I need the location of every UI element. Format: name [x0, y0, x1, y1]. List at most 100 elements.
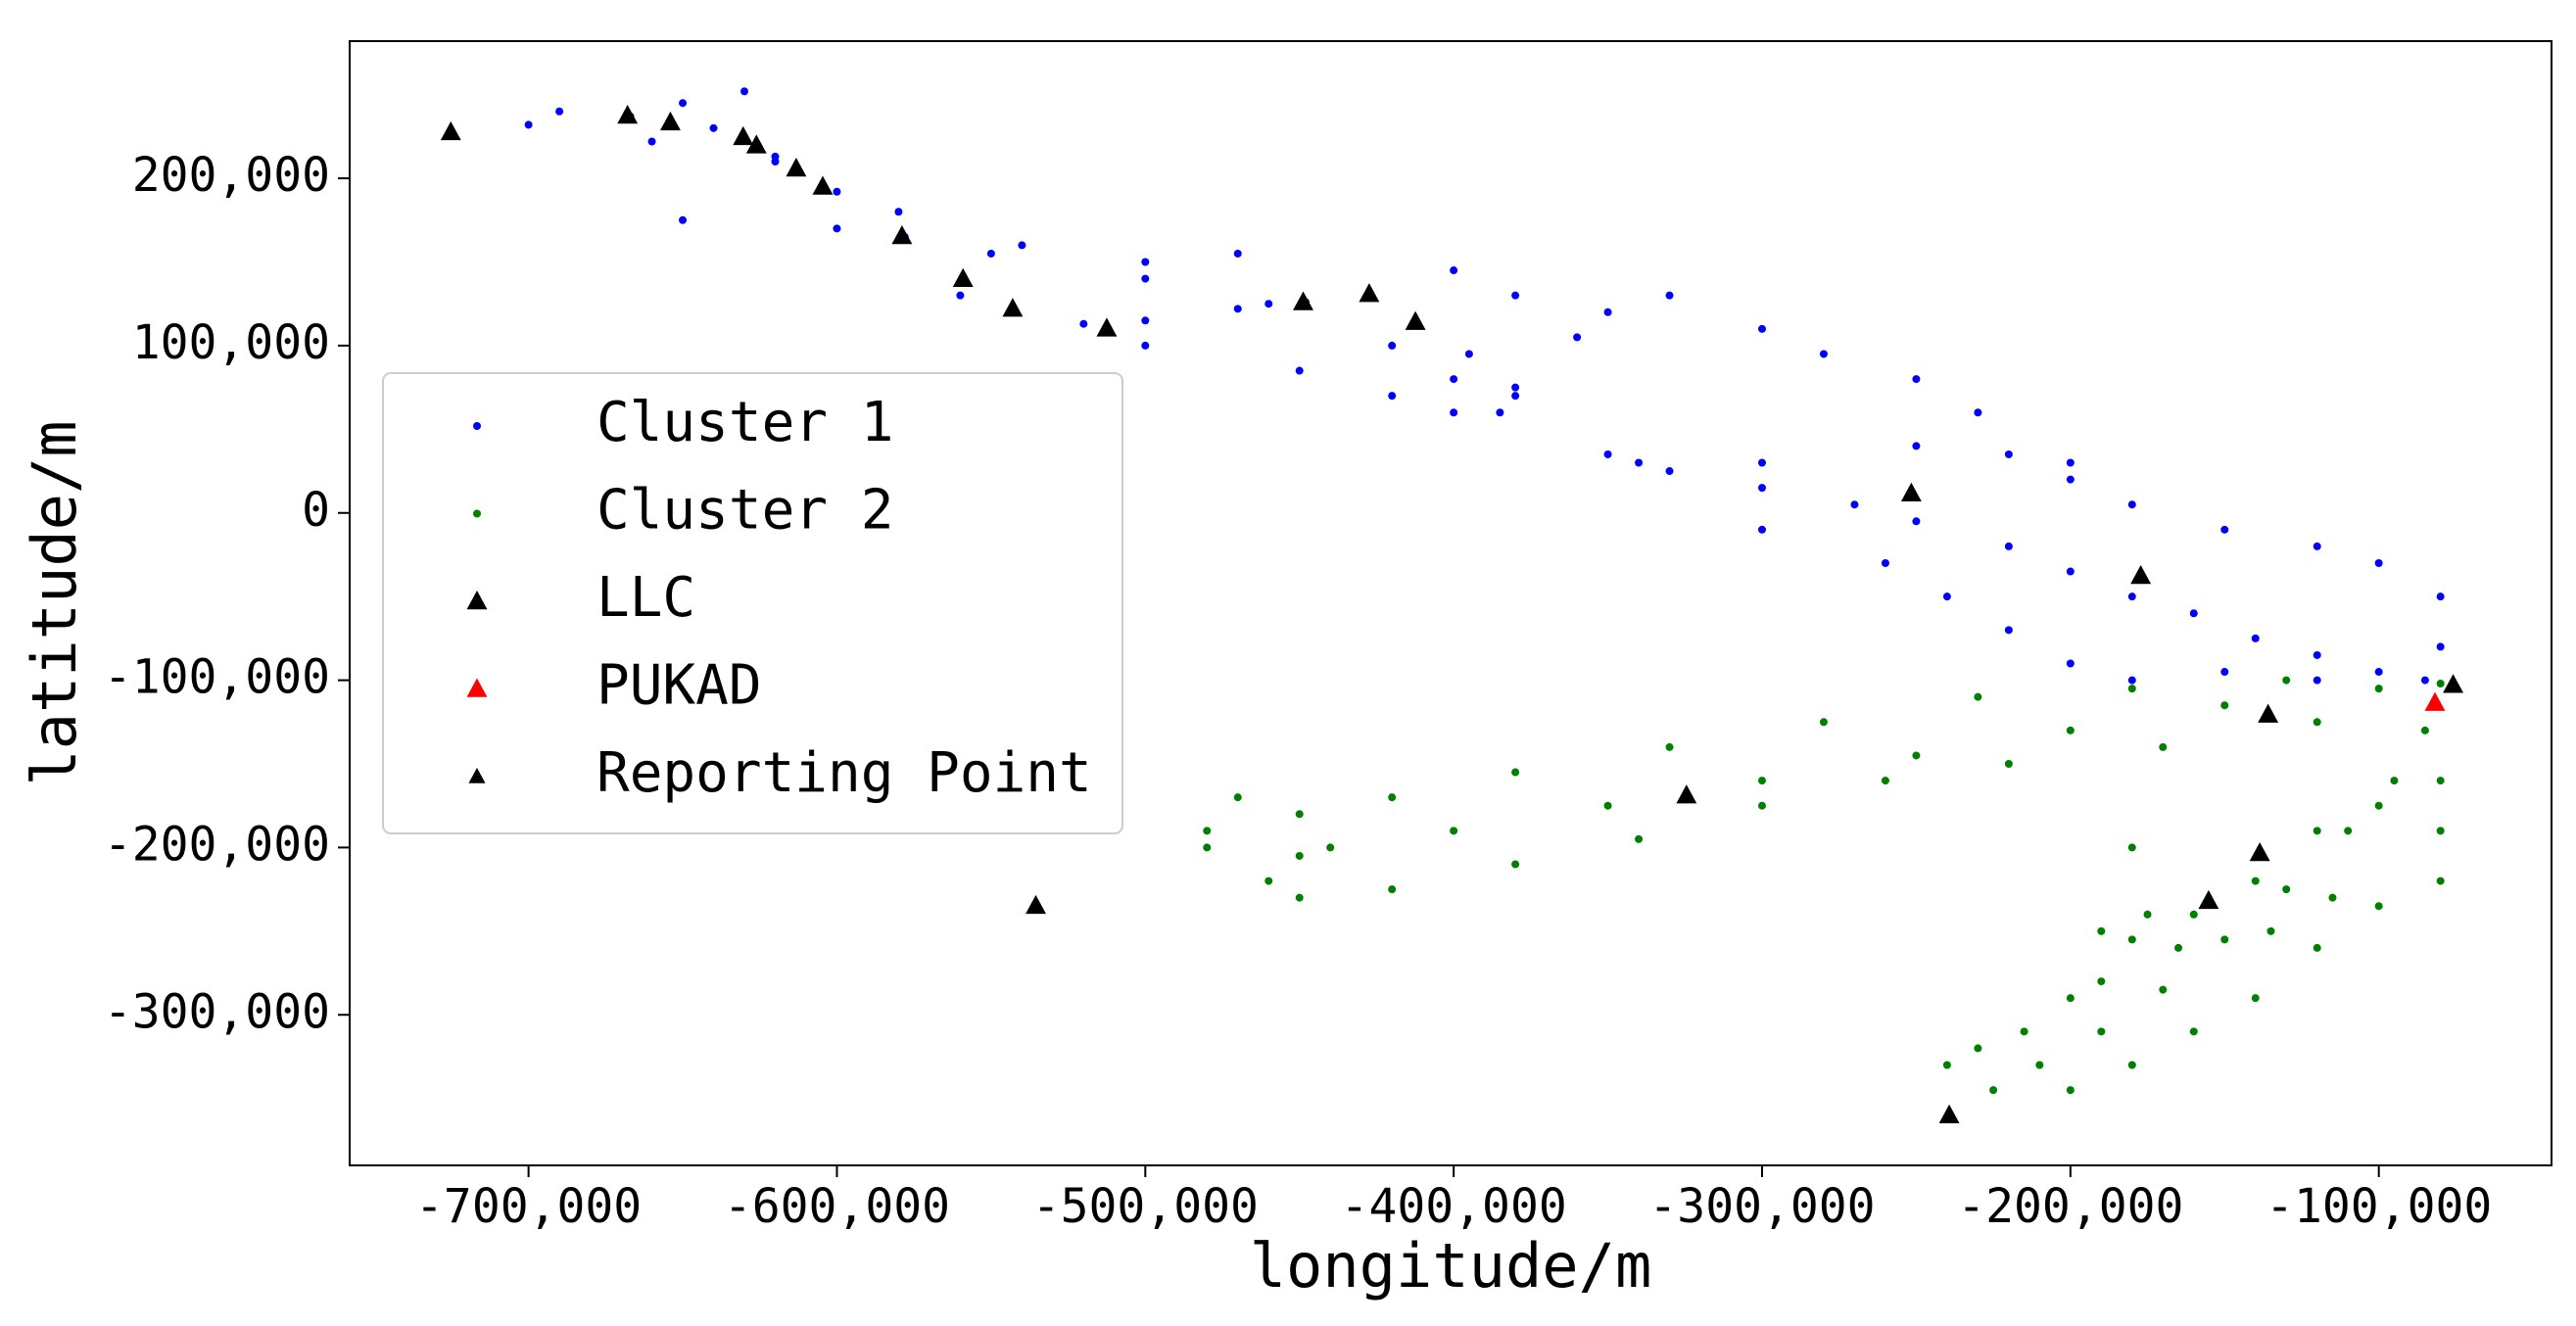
point — [2127, 843, 2136, 852]
point — [1264, 300, 1273, 308]
point — [1912, 375, 1921, 384]
legend-label: LLC — [596, 566, 695, 630]
triangle-marker — [745, 134, 767, 154]
point — [709, 123, 718, 132]
point — [1819, 718, 1828, 727]
point — [2436, 592, 2445, 601]
point — [1388, 793, 1397, 802]
triangle-marker — [468, 768, 486, 783]
point — [1665, 742, 1674, 751]
point — [1635, 458, 1644, 467]
point — [1450, 827, 1458, 835]
point — [1912, 517, 1921, 526]
point — [833, 224, 841, 233]
point — [740, 87, 749, 96]
point — [1573, 333, 1582, 342]
point — [473, 509, 481, 518]
point — [1388, 341, 1397, 350]
point — [2313, 542, 2321, 550]
triangle-marker — [891, 225, 913, 245]
legend-label: Reporting Point — [596, 741, 1092, 805]
point — [1233, 793, 1242, 802]
point — [2020, 1027, 2028, 1036]
triangle-marker — [1359, 283, 1380, 303]
point — [2004, 450, 2013, 458]
point — [2066, 659, 2075, 668]
point — [2220, 668, 2229, 677]
point — [2436, 642, 2445, 651]
point — [1912, 442, 1921, 450]
point — [2251, 876, 2260, 885]
point — [1326, 843, 1335, 852]
point — [2344, 827, 2353, 835]
point — [1757, 525, 1766, 534]
point — [2374, 559, 2383, 567]
point — [1295, 366, 1304, 375]
point — [2004, 626, 2013, 635]
point — [2374, 902, 2383, 911]
triangle-marker — [952, 267, 974, 288]
point — [1989, 1086, 1998, 1095]
triangle-marker — [659, 111, 681, 131]
point — [2127, 500, 2136, 509]
point — [1511, 768, 1520, 777]
triangle-marker — [617, 105, 639, 124]
point — [1295, 810, 1304, 819]
point — [2035, 1061, 2044, 1069]
triangle-marker — [2198, 889, 2219, 910]
point — [2328, 893, 2337, 902]
point — [2282, 676, 2291, 685]
point — [894, 208, 903, 216]
legend-label: PUKAD — [596, 654, 762, 718]
x-tick-label: -200,000 — [1957, 1179, 2183, 1234]
point — [1450, 266, 1458, 275]
triangle-marker — [2130, 564, 2152, 585]
point — [1881, 559, 1889, 567]
point — [1141, 316, 1150, 325]
legend-label: Cluster 1 — [596, 391, 893, 454]
x-axis-label: longitude/m — [1250, 1230, 1652, 1302]
y-tick-label: -100,000 — [104, 650, 330, 705]
point — [2127, 1061, 2136, 1069]
y-tick-label: -200,000 — [104, 817, 330, 872]
point — [1141, 341, 1150, 350]
point — [2066, 994, 2075, 1003]
point — [679, 215, 688, 224]
point — [1233, 305, 1242, 313]
y-axis-label: latitude/m — [19, 420, 90, 785]
point — [2220, 525, 2229, 534]
point — [2066, 567, 2075, 576]
point — [1942, 1061, 1951, 1069]
triangle-marker — [1900, 482, 1922, 502]
point — [1942, 592, 1951, 601]
legend-label: Cluster 2 — [596, 479, 893, 543]
point — [2004, 760, 2013, 768]
point — [524, 120, 533, 129]
triangle-marker — [1096, 317, 1118, 337]
point — [2097, 926, 2106, 935]
triangle-marker — [786, 158, 807, 177]
legend-box — [382, 372, 1123, 834]
triangle-marker — [1405, 310, 1426, 330]
triangle-marker — [1676, 784, 1697, 804]
point — [1079, 319, 1088, 328]
point — [473, 422, 481, 430]
point — [1757, 458, 1766, 467]
x-tick-label: -300,000 — [1648, 1179, 1875, 1234]
point — [1203, 843, 1212, 852]
point — [2313, 650, 2321, 659]
y-tick-label: 0 — [302, 483, 330, 538]
point — [2189, 609, 2198, 618]
point — [1511, 392, 1520, 401]
point — [1450, 408, 1458, 417]
point — [1295, 893, 1304, 902]
point — [1912, 751, 1921, 760]
point — [2189, 910, 2198, 919]
point — [1295, 851, 1304, 860]
x-tick-label: -600,000 — [724, 1179, 950, 1234]
point — [2266, 926, 2275, 935]
point — [2220, 701, 2229, 710]
point — [2436, 680, 2445, 687]
